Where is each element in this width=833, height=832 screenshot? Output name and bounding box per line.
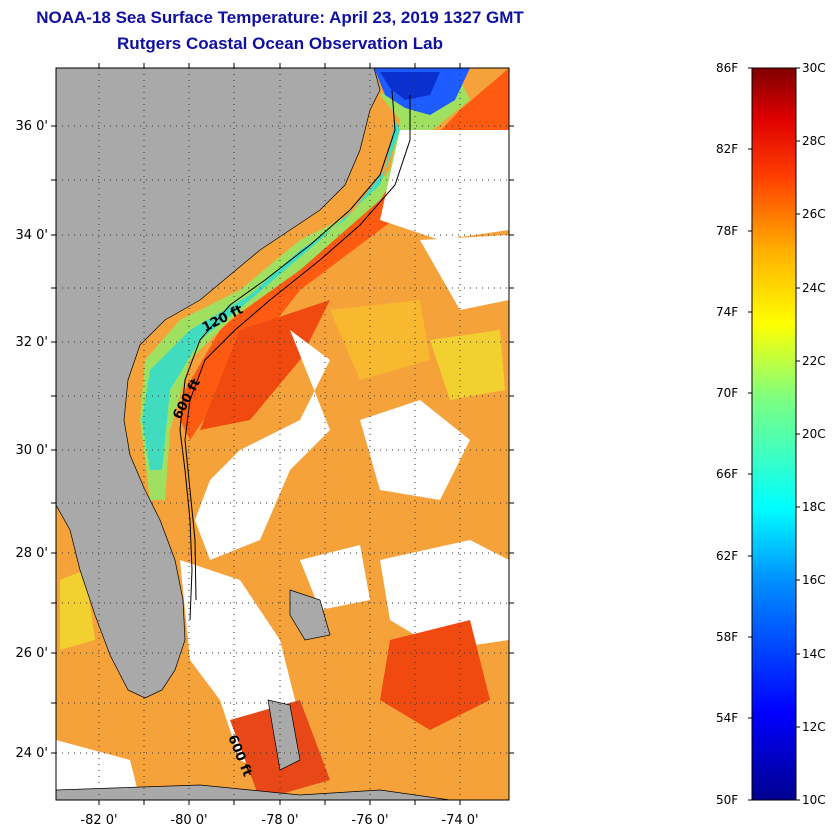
gulf-mild-patch	[60, 570, 95, 650]
isobath-120ft	[179, 89, 396, 621]
map-title: NOAA-18 Sea Surface Temperature: April 2…	[36, 8, 524, 27]
island-3	[56, 784, 451, 800]
cloud-5	[300, 545, 370, 610]
colorbar	[751, 67, 797, 801]
cb-f-50: 50F	[716, 793, 739, 807]
cb-f-74: 74F	[716, 305, 739, 319]
cb-c-10: 10C	[802, 793, 826, 807]
cb-f-86: 86F	[716, 61, 739, 75]
cb-f-58: 58F	[716, 630, 739, 644]
colorbar-ticks	[748, 67, 800, 801]
lat-label-28: 28 0'	[15, 546, 48, 561]
lat-label-24: 24 0'	[15, 746, 48, 761]
land-mass	[56, 68, 381, 699]
cloud-2	[195, 330, 330, 560]
cb-c-22: 22C	[802, 354, 826, 368]
isobath-600ft	[184, 95, 411, 601]
cb-c-20: 20C	[802, 427, 826, 441]
cb-c-30: 30C	[802, 61, 826, 75]
mild-patch	[430, 330, 505, 400]
cloud-7	[420, 235, 509, 310]
cb-f-70: 70F	[716, 386, 739, 400]
cb-c-18: 18C	[802, 500, 826, 514]
cb-c-24: 24C	[802, 281, 826, 295]
island-2	[267, 699, 301, 771]
warm-patch	[330, 300, 430, 380]
lon-label-74: -74 0'	[441, 813, 478, 828]
grid-lines	[56, 68, 509, 800]
cb-f-54: 54F	[716, 711, 739, 725]
cloud-8	[56, 740, 140, 800]
shelf-water	[140, 80, 470, 500]
map-field: 120 ft 600 ft 600 ft	[56, 68, 509, 800]
map-subtitle: Rutgers Coastal Ocean Observation Lab	[117, 34, 443, 53]
map-frame	[55, 67, 510, 801]
cold-core	[380, 72, 440, 100]
cb-f-82: 82F	[716, 142, 739, 156]
lon-label-76: -76 0'	[351, 813, 388, 828]
lat-label-32: 32 0'	[15, 335, 48, 350]
lat-label-36: 36 0'	[15, 119, 48, 134]
cb-c-28: 28C	[802, 134, 826, 148]
cb-c-16: 16C	[802, 573, 826, 587]
tick-marks	[51, 63, 514, 805]
lat-label-30: 30 0'	[15, 443, 48, 458]
lat-label-26: 26 0'	[15, 646, 48, 661]
cb-f-66: 66F	[716, 467, 739, 481]
cb-f-62: 62F	[716, 549, 739, 563]
gulf-stream-core	[200, 300, 330, 430]
hot-patch-south	[380, 620, 490, 730]
lon-label-82: -82 0'	[80, 813, 117, 828]
cb-c-14: 14C	[802, 647, 826, 661]
cloud-1	[380, 130, 509, 240]
cb-f-78: 78F	[716, 224, 739, 238]
lon-label-80: -80 0'	[170, 813, 207, 828]
cloud-3	[360, 400, 470, 500]
cb-c-26: 26C	[802, 207, 826, 221]
cb-c-12: 12C	[802, 720, 826, 734]
cloud-6	[380, 540, 509, 650]
lat-label-34: 34 0'	[15, 228, 48, 243]
lon-label-78: -78 0'	[261, 813, 298, 828]
